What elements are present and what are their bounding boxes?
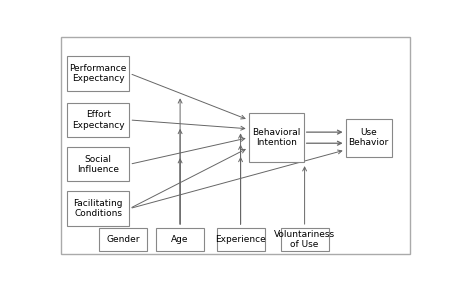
Text: Effort
Expectancy: Effort Expectancy xyxy=(72,110,124,130)
Text: Gender: Gender xyxy=(106,235,140,244)
FancyBboxPatch shape xyxy=(346,119,392,157)
Text: Behavioral
Intention: Behavioral Intention xyxy=(252,128,300,147)
Text: Social
Influence: Social Influence xyxy=(77,155,119,174)
Text: Performance
Expectancy: Performance Expectancy xyxy=(70,64,127,83)
Text: Use
Behavior: Use Behavior xyxy=(348,128,389,147)
Text: Experience: Experience xyxy=(215,235,266,244)
Text: Voluntariness
of Use: Voluntariness of Use xyxy=(274,230,335,249)
FancyBboxPatch shape xyxy=(67,56,129,90)
FancyBboxPatch shape xyxy=(217,228,264,251)
Text: Facilitating
Conditions: Facilitating Conditions xyxy=(73,199,123,218)
FancyBboxPatch shape xyxy=(249,113,304,162)
Text: Age: Age xyxy=(171,235,189,244)
FancyBboxPatch shape xyxy=(156,228,204,251)
FancyBboxPatch shape xyxy=(99,228,147,251)
FancyBboxPatch shape xyxy=(67,103,129,137)
FancyBboxPatch shape xyxy=(67,147,129,181)
FancyBboxPatch shape xyxy=(280,228,329,251)
FancyBboxPatch shape xyxy=(67,192,129,226)
